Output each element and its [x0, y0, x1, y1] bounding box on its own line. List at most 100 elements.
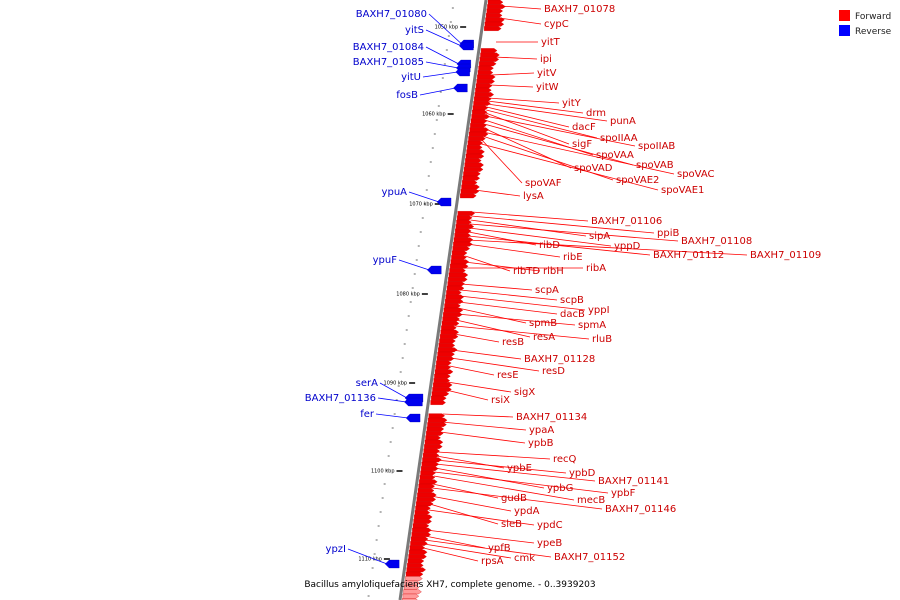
forward-gene-arrow — [427, 417, 448, 423]
forward-gene-arrow — [460, 193, 477, 199]
forward-gene-arrow — [457, 211, 475, 216]
legend: Forward Reverse — [839, 10, 892, 37]
forward-gene-arrow — [476, 79, 495, 84]
forward-gene-arrow — [454, 233, 471, 238]
forward-gene-arrow — [478, 65, 494, 71]
forward-gene-arrow — [420, 470, 436, 476]
reverse-gene-arrow — [427, 265, 442, 275]
forward-gene-arrow — [471, 114, 490, 119]
forward-gene-arrow — [479, 57, 500, 62]
reverse-gene-label: yitU — [401, 72, 421, 83]
forward-gene-arrow — [485, 17, 505, 23]
forward-gene-label: cypC — [544, 19, 569, 30]
forward-gene-arrow — [441, 321, 460, 326]
forward-gene-label: dacB — [560, 309, 585, 320]
reverse-gene-label: ypzI — [326, 544, 346, 555]
forward-gene-label: BAXH7_01134 — [516, 412, 587, 423]
forward-gene-label: spoVAE2 — [616, 175, 659, 186]
forward-gene-label: spoVAC — [677, 169, 715, 180]
forward-gene-label: BAXH7_01109 — [750, 250, 821, 261]
forward-gene-arrow — [402, 593, 420, 599]
forward-gene-label: yitW — [536, 82, 559, 93]
forward-gene-arrow — [430, 400, 446, 405]
reverse-gene-arrow — [384, 559, 400, 569]
forward-gene-arrow — [487, 0, 504, 5]
reverse-gene-label: fosB — [396, 90, 418, 101]
reverse-gene-label: fer — [360, 409, 375, 420]
forward-gene-label: BAXH7_01078 — [544, 4, 615, 15]
forward-gene-arrow — [455, 228, 472, 234]
legend-label: Forward — [855, 12, 891, 22]
forward-gene-arrow — [467, 145, 483, 150]
forward-gene-arrow — [423, 448, 440, 454]
forward-gene-label: cmk — [514, 553, 535, 564]
forward-gene-arrow — [437, 351, 455, 357]
forward-gene-arrow — [407, 563, 424, 568]
forward-gene-arrow — [408, 554, 427, 559]
forward-gene-arrow — [444, 299, 464, 304]
forward-gene-arrow — [405, 571, 424, 577]
forward-gene-label: ypbE — [507, 463, 532, 474]
forward-gene-label: spoVAE1 — [661, 185, 704, 196]
forward-gene-label: spoVAD — [574, 163, 613, 174]
tick-label: 1080 kbp — [396, 292, 420, 298]
forward-gene-arrow — [470, 118, 488, 124]
forward-gene-arrow — [419, 479, 438, 485]
forward-gene-arrow — [473, 101, 491, 106]
forward-gene-label: punA — [610, 116, 636, 127]
forward-gene-arrow — [453, 241, 473, 247]
forward-gene-arrow — [469, 127, 489, 133]
forward-gene-arrow — [446, 285, 465, 291]
forward-gene-arrow — [436, 360, 452, 366]
forward-gene-arrow — [468, 136, 486, 141]
forward-gene-label: scpA — [535, 285, 559, 296]
forward-gene-label: ypdA — [514, 506, 540, 517]
forward-gene-label: sigX — [514, 387, 535, 398]
forward-gene-arrow — [435, 365, 451, 370]
forward-gene-arrow — [452, 246, 470, 251]
forward-gene-label: gudB — [501, 493, 527, 504]
forward-gene-arrow — [453, 237, 474, 243]
forward-gene-arrow — [431, 395, 447, 401]
forward-gene-arrow — [477, 70, 494, 75]
forward-gene-arrow — [484, 21, 505, 27]
forward-gene-arrow — [422, 457, 442, 463]
forward-gene-label: BAXH7_01128 — [524, 354, 595, 365]
genome-axis — [398, 0, 488, 600]
forward-gene-arrow — [410, 536, 429, 542]
forward-gene-arrow — [486, 8, 503, 14]
forward-gene-label: ipi — [540, 54, 552, 65]
forward-gene-arrow — [470, 123, 487, 128]
forward-gene-arrow — [413, 519, 432, 524]
forward-gene-label: ypfB — [488, 543, 511, 554]
forward-gene-arrow — [417, 488, 435, 493]
forward-gene-arrow — [468, 131, 489, 137]
forward-gene-label: rluB — [592, 334, 612, 345]
forward-gene-arrow — [409, 545, 426, 551]
forward-gene-arrow — [417, 492, 437, 498]
forward-gene-arrow — [449, 268, 466, 273]
forward-gene-arrow — [466, 149, 485, 155]
forward-gene-arrow — [463, 171, 481, 177]
forward-gene-arrow — [464, 162, 484, 168]
forward-gene-arrow — [432, 387, 452, 392]
forward-gene-arrow — [412, 523, 430, 529]
forward-gene-arrow — [443, 307, 464, 313]
forward-gene-arrow — [450, 259, 470, 265]
forward-gene-arrow — [448, 277, 468, 282]
forward-gene-arrow — [460, 189, 480, 194]
reverse-gene-arrow — [459, 41, 474, 51]
reverse-gene-arrow — [453, 83, 468, 93]
forward-gene-arrow — [415, 501, 434, 507]
forward-gene-label: BAXH7_01112 — [653, 250, 724, 261]
forward-gene-arrow — [462, 175, 481, 181]
reverse-gene-arrow — [405, 413, 421, 423]
forward-gene-arrow — [426, 426, 445, 432]
forward-gene-label: resE — [497, 370, 519, 381]
reverse-gene-label: serA — [356, 378, 378, 389]
forward-gene-arrow — [422, 453, 440, 458]
forward-gene-label: lysA — [523, 191, 544, 202]
forward-gene-label: ppiB — [657, 228, 679, 239]
tick-label: 1070 kbp — [409, 202, 433, 208]
